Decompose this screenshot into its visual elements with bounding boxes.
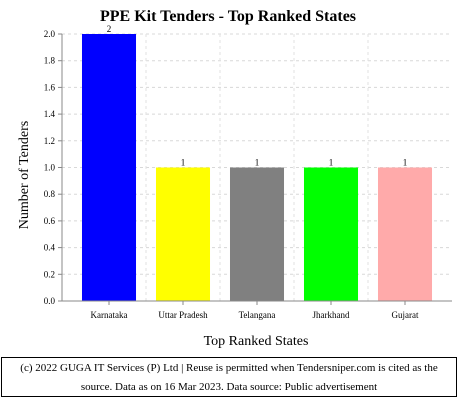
footer-line-1: (c) 2022 GUGA IT Services (P) Ltd | Reus…	[20, 362, 438, 374]
bar-karnataka	[81, 34, 137, 301]
x-tick-label: Gujarat	[392, 310, 419, 320]
y-tick-label: 0.8	[44, 189, 56, 199]
x-axis-label: Top Ranked States	[204, 334, 309, 349]
footer-line-2: source. Data as on 16 Mar 2023. Data sou…	[80, 381, 378, 393]
y-tick-label: 1.2	[44, 136, 55, 146]
footer-credit: (c) 2022 GUGA IT Services (P) Ltd | Reus…	[1, 357, 457, 397]
data-label: 1	[181, 158, 186, 168]
y-tick-label: 2.0	[44, 29, 56, 39]
bar-telangana	[229, 167, 285, 301]
y-tick-label: 0.4	[44, 243, 56, 253]
bar-uttar-pradesh	[155, 167, 211, 301]
axes: 0.0 0.2 0.4 0.6 0.8 1.0 1.2 1.4 1.6 1.8 2.0 Karnata…	[44, 29, 452, 320]
bar-jharkhand	[303, 167, 359, 301]
y-tick-label: 1.6	[44, 82, 56, 92]
y-axis-label: Number of Tenders	[17, 121, 32, 229]
y-tick-label: 1.0	[44, 163, 56, 173]
bar-gujarat	[377, 167, 433, 301]
y-tick-label: 0.0	[44, 296, 56, 306]
y-tick-label: 1.4	[44, 109, 56, 119]
x-tick-label: Karnataka	[91, 310, 128, 320]
y-tick-label: 0.2	[44, 269, 55, 279]
x-tick-label: Telangana	[239, 310, 276, 320]
x-tick-label: Jharkhand	[313, 310, 350, 320]
y-tick-label: 1.8	[44, 56, 56, 66]
data-label: 2	[107, 24, 112, 34]
data-label: 1	[329, 158, 334, 168]
chart-title: PPE Kit Tenders - Top Ranked States	[100, 8, 356, 25]
bars: 2 1 1 1 1	[81, 24, 433, 301]
x-tick-label: Uttar Pradesh	[158, 310, 208, 320]
data-label: 1	[403, 158, 408, 168]
data-label: 1	[255, 158, 260, 168]
y-tick-label: 0.6	[44, 216, 56, 226]
